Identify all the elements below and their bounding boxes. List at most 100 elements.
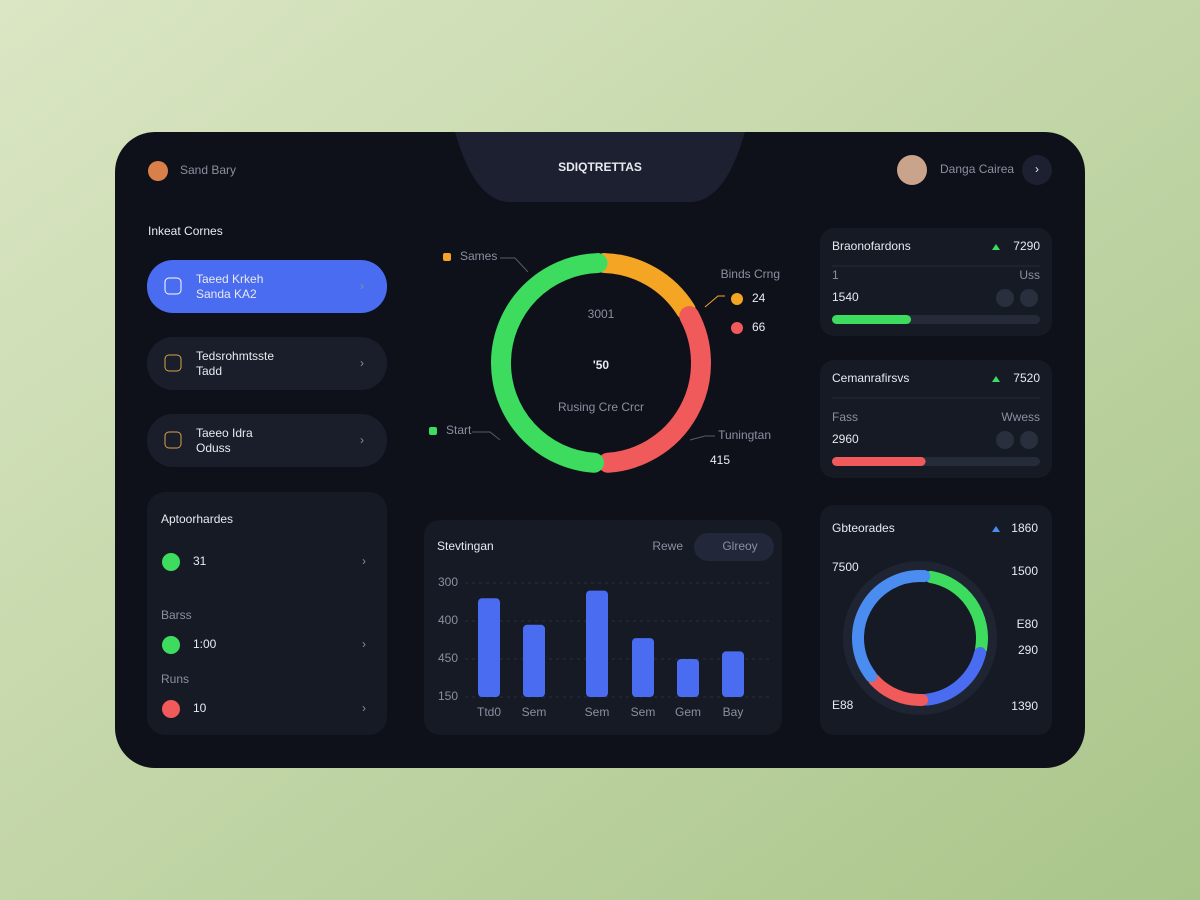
gauge-label: Sames <box>460 249 497 263</box>
status-dot <box>162 553 180 571</box>
chevron[interactable]: › <box>360 279 364 293</box>
appointment-label: Runs <box>161 672 189 686</box>
y-tick-label: 300 <box>438 575 458 589</box>
stat-card <box>820 228 1052 336</box>
gauge-segment <box>491 253 608 473</box>
donut-label: 7500 <box>832 560 859 574</box>
legend-swatch <box>443 253 451 261</box>
y-tick-label: 150 <box>438 689 458 703</box>
gauge-stat: 24 <box>752 291 766 305</box>
gauge-segment <box>597 306 711 473</box>
bar <box>523 624 545 697</box>
x-tick-label: Sem <box>631 705 656 719</box>
gauge-caption: Rusing Cre Crcr <box>558 400 644 414</box>
donut-label: 290 <box>1018 643 1038 657</box>
chevron[interactable]: › <box>362 701 366 715</box>
gauge-caption-top: 3001 <box>588 307 615 321</box>
chevron[interactable]: › <box>360 433 364 447</box>
menu-icon <box>164 277 182 295</box>
card-action[interactable] <box>1020 431 1038 449</box>
chevron[interactable]: › <box>362 637 366 651</box>
stat-card <box>820 360 1052 478</box>
x-tick-label: Sem <box>522 705 547 719</box>
card-delta: 7520 <box>1013 371 1040 385</box>
bar <box>722 651 744 697</box>
menu-item-subtitle: Tadd <box>196 364 222 378</box>
card-label: Uss <box>1019 268 1040 282</box>
card-label: Wwess <box>1001 410 1040 424</box>
y-tick-label: 400 <box>438 613 458 627</box>
menu-item[interactable] <box>147 414 387 467</box>
progress-bar <box>832 315 912 324</box>
leader-line <box>689 435 715 441</box>
card-action[interactable] <box>1020 289 1038 307</box>
appointment-value: 31 <box>193 554 207 568</box>
card-label: Fass <box>832 410 858 424</box>
donut-label: E88 <box>832 698 854 712</box>
donut-segment <box>924 570 988 655</box>
chart-tab[interactable]: Glreoy <box>722 539 757 553</box>
x-tick-label: Ttd0 <box>477 705 501 719</box>
card-value: 2960 <box>832 432 859 446</box>
donut-track <box>843 561 997 715</box>
bar <box>586 590 608 697</box>
delta-icon <box>992 376 1000 382</box>
menu-item-subtitle: Sanda KA2 <box>196 287 257 301</box>
gauge-label: Tuningtan <box>718 428 771 442</box>
user-avatar <box>148 161 168 181</box>
account-button[interactable] <box>1022 155 1052 185</box>
leader-line <box>704 295 725 308</box>
gauge-stat: 66 <box>752 320 766 334</box>
bar <box>478 598 500 697</box>
legend-swatch <box>429 427 437 435</box>
stat-dot <box>731 322 743 334</box>
donut-segment <box>867 673 929 706</box>
menu-icon <box>164 354 182 372</box>
appointment-label: Barss <box>161 608 192 622</box>
leader-line <box>472 431 501 441</box>
donut-label: 1500 <box>1011 564 1038 578</box>
account-avatar <box>897 155 927 185</box>
menu-item[interactable] <box>147 260 387 313</box>
menu-item-title: Tedsrohmtsste <box>196 349 274 363</box>
bar-chart-title: Stevtingan <box>437 539 494 553</box>
donut-segment <box>852 570 931 683</box>
chevron[interactable]: › <box>360 356 364 370</box>
gauge-value: '50 <box>593 358 610 372</box>
card-value: 1540 <box>832 290 859 304</box>
gauge-label: Binds Crng <box>721 267 780 281</box>
bar <box>632 638 654 697</box>
donut-label: E80 <box>1017 617 1039 631</box>
progress-bar <box>832 457 926 466</box>
chevron[interactable]: › <box>362 554 366 568</box>
gauge-stat: 415 <box>710 453 730 467</box>
y-tick-label: 450 <box>438 651 458 665</box>
x-tick-label: Sem <box>585 705 610 719</box>
account-button-icon: › <box>1035 162 1039 176</box>
donut-label: 1390 <box>1011 699 1038 713</box>
donut-segment <box>920 646 987 706</box>
menu-icon <box>164 431 182 449</box>
menu-item-title: Taeeo Idra <box>196 426 253 440</box>
x-tick-label: Gem <box>675 705 701 719</box>
chart-tab[interactable]: Rewe <box>652 539 683 553</box>
user-name[interactable]: Sand Bary <box>180 163 236 177</box>
donut-title: Gbteorades <box>832 521 895 535</box>
appointment-value: 1:00 <box>193 637 217 651</box>
menu-item-subtitle: Oduss <box>196 441 231 455</box>
donut-delta: 1860 <box>1011 521 1038 535</box>
card-action[interactable] <box>996 431 1014 449</box>
account-name[interactable]: Danga Cairea <box>940 162 1014 176</box>
bar <box>677 659 699 697</box>
delta-icon <box>992 526 1000 532</box>
chart-tab-active[interactable] <box>694 533 774 561</box>
gauge-label: Start <box>446 423 472 437</box>
sidebar-title: Inkeat Cornes <box>148 224 223 238</box>
card-action[interactable] <box>996 289 1014 307</box>
appointment-value: 10 <box>193 701 207 715</box>
appointments-card <box>147 492 387 735</box>
menu-item[interactable] <box>147 337 387 390</box>
x-tick-label: Bay <box>723 705 744 719</box>
